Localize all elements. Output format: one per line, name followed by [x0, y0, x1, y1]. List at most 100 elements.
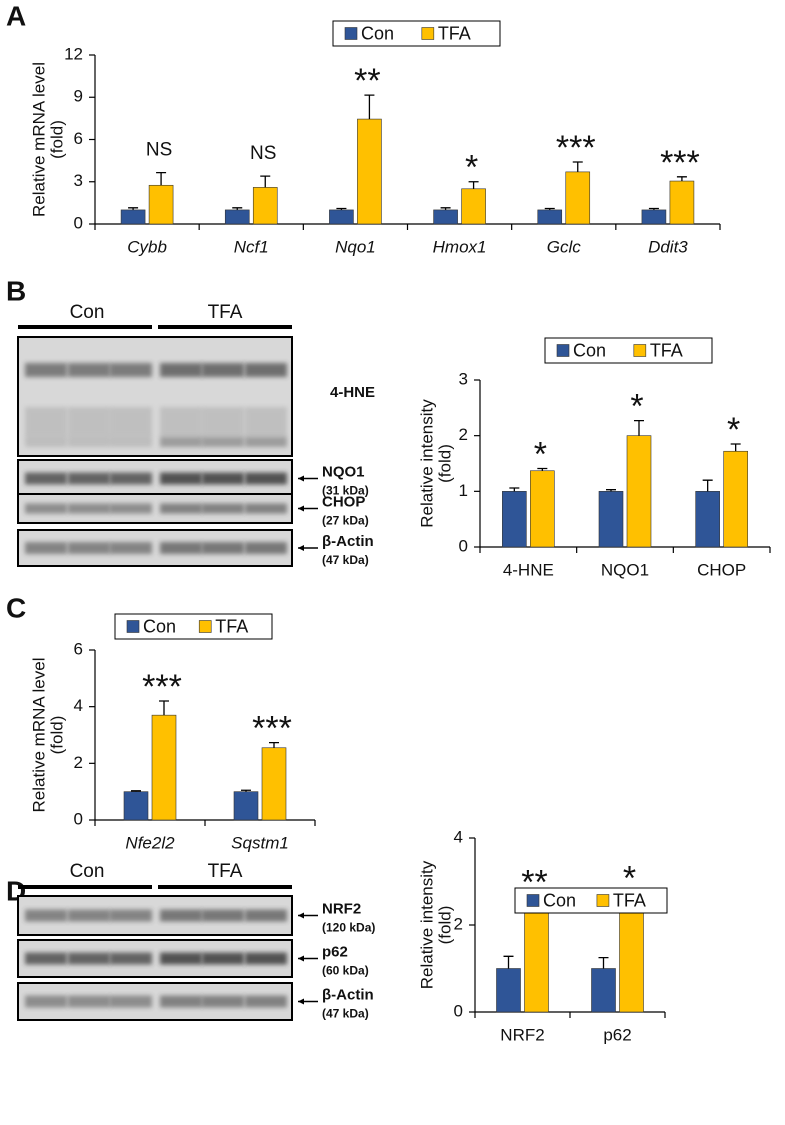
blot-band: [68, 472, 110, 485]
y-tick-label: 12: [64, 44, 83, 63]
blot-frame: [17, 939, 293, 978]
y-tick-label: 1: [459, 481, 468, 500]
x-tick-label: p62: [603, 1025, 631, 1044]
y-axis-label: (fold): [435, 906, 454, 945]
group-label: Con: [70, 302, 105, 323]
blot-band: [68, 503, 110, 514]
blot-band: [202, 363, 244, 377]
blot-band: [245, 909, 287, 922]
bar: [695, 491, 720, 548]
legend-label: Con: [543, 890, 576, 910]
bar: [496, 968, 521, 1013]
band-size: (120 kDa): [322, 921, 375, 935]
legend-box: [544, 337, 713, 364]
x-tick-label: 4-HNE: [503, 560, 554, 579]
blot-band: [160, 363, 202, 377]
significance-label: ***: [660, 144, 700, 182]
blot-frame: [17, 895, 293, 936]
y-tick-label: 2: [454, 914, 463, 933]
y-tick-label: 3: [459, 369, 468, 388]
legend-box: [514, 887, 668, 914]
band-label: p62: [322, 943, 348, 960]
error-bar: [156, 171, 167, 186]
blot-band: [25, 995, 67, 1008]
band-size: (60 kDa): [322, 964, 369, 978]
y-axis-label: (fold): [435, 444, 454, 483]
blot-band: [202, 952, 244, 965]
blot-band: [110, 472, 152, 485]
band-label: NRF2: [322, 900, 361, 917]
blot-frame: [17, 529, 293, 567]
blot-band: [68, 952, 110, 965]
legend-swatch: [596, 894, 610, 907]
error-bar: [232, 207, 243, 210]
blot-band: [245, 995, 287, 1008]
blot-band: [245, 542, 287, 554]
blot-band: [110, 363, 152, 377]
blot-band: [25, 542, 67, 554]
blot-band: [245, 503, 287, 514]
blot-frame: [17, 493, 293, 524]
legend-label: TFA: [650, 340, 683, 360]
legend-swatch: [198, 620, 212, 633]
arrow-head: [298, 545, 304, 551]
x-tick-label: NQO1: [601, 560, 649, 579]
blot-band: [202, 909, 244, 922]
error-bar: [269, 742, 279, 748]
panel-label: A: [6, 0, 26, 31]
x-tick-label: Ncf1: [234, 237, 269, 256]
blot-band: [25, 952, 67, 965]
bar: [120, 209, 146, 225]
error-bar: [468, 181, 479, 189]
bar: [591, 968, 616, 1013]
blot-band: [110, 995, 152, 1008]
significance-label: ***: [556, 129, 596, 167]
x-tick-label: Nfe2l2: [125, 833, 175, 852]
bar: [537, 209, 563, 225]
significance-label: *: [465, 149, 478, 187]
error-bar: [702, 479, 713, 492]
blot-band: [68, 363, 110, 377]
error-bar: [131, 790, 141, 792]
error-bar: [648, 207, 659, 210]
blot-band: [160, 437, 202, 447]
error-bar: [634, 419, 644, 436]
group-label: TFA: [208, 861, 243, 882]
bar: [619, 905, 644, 1013]
significance-label: **: [354, 62, 380, 100]
x-tick-label: CHOP: [697, 560, 746, 579]
y-tick-label: 6: [74, 129, 83, 148]
bar: [669, 180, 695, 225]
blot-band: [160, 407, 202, 437]
error-bar: [503, 955, 514, 969]
blot-band: [245, 437, 287, 447]
arrow-head: [298, 912, 304, 919]
error-bar: [440, 207, 451, 210]
blot-band: [25, 472, 67, 485]
error-bar: [544, 207, 555, 210]
y-axis-label: Relative intensity: [417, 399, 436, 528]
x-tick-label: Ddit3: [648, 237, 688, 256]
error-bar: [128, 207, 139, 210]
bar: [433, 209, 458, 225]
band-size: (47 kDa): [322, 1007, 369, 1021]
blot-band: [202, 437, 244, 447]
error-bar: [260, 175, 271, 188]
blot-band: [110, 437, 152, 447]
blot-band: [245, 472, 287, 485]
y-tick-label: 4: [74, 696, 83, 715]
blot-band: [68, 995, 110, 1008]
y-tick-label: 0: [459, 536, 468, 555]
x-tick-label: Hmox1: [433, 237, 487, 256]
legend-swatch: [526, 894, 540, 907]
band-size: (27 kDa): [322, 514, 369, 528]
blot-band: [202, 503, 244, 514]
significance-label: *: [727, 411, 740, 449]
error-bar: [572, 161, 583, 172]
blot-band: [25, 503, 67, 514]
arrow-head: [298, 475, 304, 482]
legend-label: Con: [361, 23, 394, 43]
blot-band: [110, 952, 152, 965]
blot-band: [160, 909, 202, 922]
